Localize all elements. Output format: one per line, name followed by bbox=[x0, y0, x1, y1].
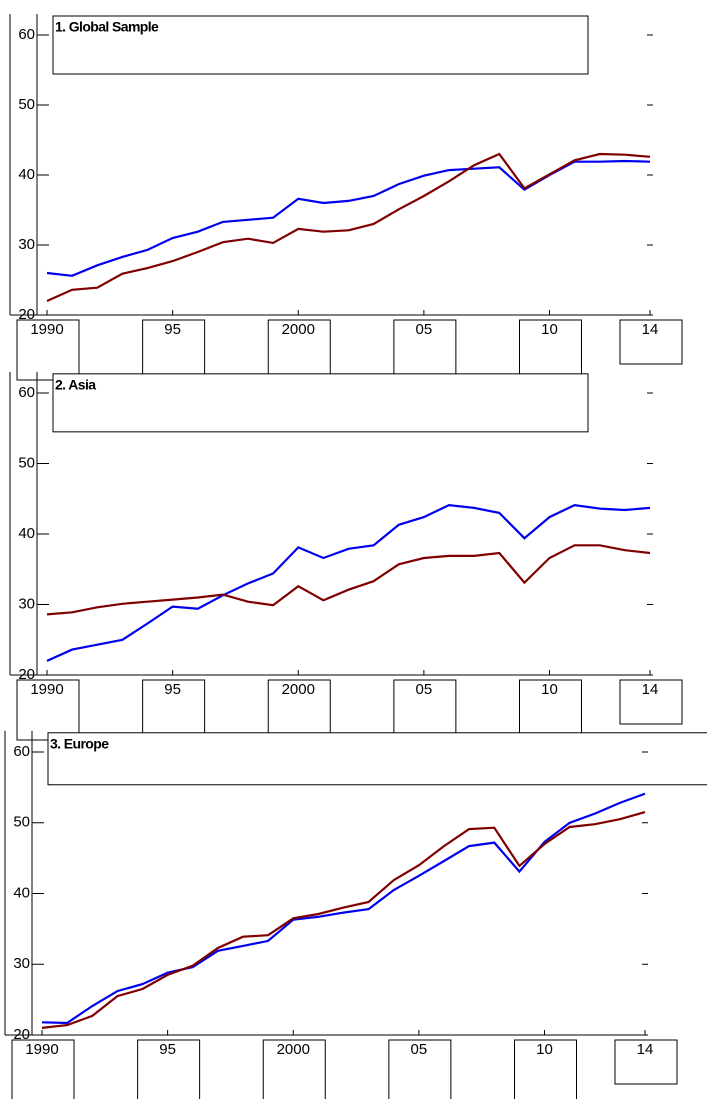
x-label-box bbox=[267, 679, 331, 741]
x-tick-label: 95 bbox=[164, 681, 181, 698]
y-tick-label: 60 bbox=[13, 743, 30, 760]
x-tick-label: 1990 bbox=[30, 681, 63, 698]
x-label-box bbox=[142, 679, 206, 741]
x-tick-label: 95 bbox=[164, 321, 181, 338]
x-label-box bbox=[519, 319, 582, 381]
x-tick-label: 14 bbox=[642, 321, 659, 338]
x-tick-label: 1990 bbox=[30, 321, 63, 338]
y-tick-label: 30 bbox=[13, 955, 30, 972]
x-label-box bbox=[142, 319, 206, 381]
series-line bbox=[41, 792, 646, 1025]
series-line bbox=[46, 544, 651, 616]
x-label-box bbox=[619, 319, 683, 365]
y-tick-label: 40 bbox=[13, 884, 30, 901]
y-tick-label: 20 bbox=[18, 666, 35, 683]
y-tick-label: 20 bbox=[18, 306, 35, 323]
y-tick-label: 60 bbox=[18, 384, 35, 401]
panel-title: 1. Global Sample bbox=[55, 19, 159, 35]
y-tick-label: 60 bbox=[18, 26, 35, 43]
x-tick-label: 14 bbox=[637, 1041, 654, 1058]
x-tick-label: 05 bbox=[416, 681, 433, 698]
series-line bbox=[41, 811, 646, 1029]
x-tick-label: 2000 bbox=[282, 681, 315, 698]
title-box bbox=[52, 15, 589, 75]
x-label-box bbox=[267, 319, 331, 381]
y-tick-label: 50 bbox=[18, 454, 35, 471]
x-label-box bbox=[16, 319, 80, 381]
x-label-box bbox=[11, 1039, 75, 1101]
x-label-box bbox=[16, 679, 80, 741]
x-tick-label: 05 bbox=[411, 1041, 428, 1058]
x-tick-label: 2000 bbox=[277, 1041, 310, 1058]
series-line bbox=[46, 152, 651, 303]
x-tick-label: 05 bbox=[416, 321, 433, 338]
y-tick-label: 20 bbox=[13, 1026, 30, 1043]
x-label-box bbox=[393, 679, 457, 741]
x-label-box bbox=[519, 679, 582, 741]
x-tick-label: 10 bbox=[541, 321, 558, 338]
x-label-box bbox=[619, 679, 683, 725]
x-tick-label: 10 bbox=[541, 681, 558, 698]
y-tick-label: 40 bbox=[18, 166, 35, 183]
title-box bbox=[47, 732, 707, 786]
x-label-box bbox=[614, 1039, 678, 1085]
x-tick-label: 10 bbox=[536, 1041, 553, 1058]
title-box bbox=[52, 373, 589, 433]
y-tick-label: 30 bbox=[18, 595, 35, 612]
x-label-box bbox=[137, 1039, 201, 1101]
x-tick-label: 95 bbox=[159, 1041, 176, 1058]
y-tick-label: 30 bbox=[18, 236, 35, 253]
series-line bbox=[46, 159, 651, 277]
series-line bbox=[46, 503, 651, 662]
y-tick-label: 50 bbox=[13, 814, 30, 831]
x-label-box bbox=[393, 319, 457, 381]
y-tick-label: 40 bbox=[18, 525, 35, 542]
x-label-box bbox=[262, 1039, 326, 1101]
x-tick-label: 14 bbox=[642, 681, 659, 698]
y-tick-label: 50 bbox=[18, 96, 35, 113]
panel-title: 2. Asia bbox=[55, 377, 96, 393]
panel-title: 3. Europe bbox=[50, 735, 109, 751]
x-tick-label: 1990 bbox=[25, 1041, 58, 1058]
x-tick-label: 2000 bbox=[282, 321, 315, 338]
